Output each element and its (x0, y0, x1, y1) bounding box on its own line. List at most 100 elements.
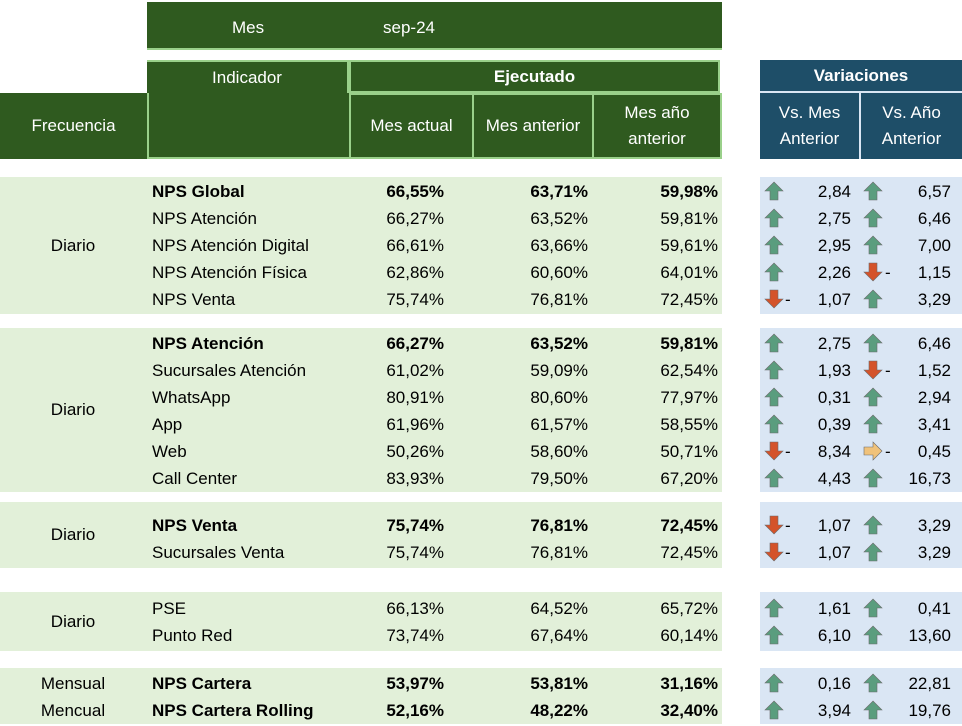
mes-ano-anterior-value: 59,61% (660, 236, 718, 255)
arrow-up-icon (862, 597, 884, 619)
mes-anterior-value: 59,09% (530, 361, 588, 380)
variation-group-background (760, 668, 962, 724)
mes-actual-value: 66,13% (386, 599, 444, 618)
group-background (0, 328, 722, 492)
arrow-up-icon (763, 261, 785, 283)
arrow-up-icon (862, 541, 884, 563)
mes-ano-anterior-value: 58,55% (660, 415, 718, 434)
arrow-up-icon (862, 514, 884, 536)
arrow-down-icon (763, 541, 785, 563)
vs-ano-anterior-value: 6,57 (917, 182, 951, 201)
vs-ano-anterior-value: 7,00 (917, 236, 951, 255)
arrow-up-icon (763, 386, 785, 408)
mes-ano-anterior-header: Mes año anterior (592, 93, 722, 159)
arrow-up-icon (862, 699, 884, 721)
vs-ano-anterior-value: 6,46 (917, 209, 951, 228)
vs-mes-anterior-value: 6,10 (817, 626, 851, 645)
arrow-up-icon (862, 624, 884, 646)
variation-group-background (760, 502, 962, 568)
mes-anterior-value: 79,50% (530, 469, 588, 488)
mes-actual-value: 61,96% (386, 415, 444, 434)
negative-sign: - (785, 290, 791, 309)
vs-mes-anterior-value: 2,84 (817, 182, 851, 201)
mes-ano-anterior-label: Mes año anterior (624, 103, 690, 148)
arrow-up-icon (862, 386, 884, 408)
group-background (0, 668, 722, 724)
mes-anterior-value: 63,52% (530, 334, 588, 353)
indicator-name: NPS Global (152, 182, 245, 201)
mes-anterior-value: 80,60% (530, 388, 588, 407)
mes-anterior-value: 60,60% (530, 263, 588, 282)
vs-mes-anterior-value: 1,07 (817, 516, 851, 535)
frequency-label: Mencual (40, 701, 106, 720)
negative-sign: - (885, 442, 891, 461)
indicator-name: NPS Venta (152, 290, 236, 309)
negative-sign: - (885, 361, 891, 380)
mes-anterior-value: 58,60% (530, 442, 588, 461)
mes-ano-anterior-value: 65,72% (660, 599, 718, 618)
arrow-right-icon (862, 440, 884, 462)
vs-ano-anterior-value: 3,29 (917, 290, 951, 309)
mes-actual-header: Mes actual (349, 93, 474, 159)
arrow-up-icon (763, 180, 785, 202)
arrow-up-icon (862, 467, 884, 489)
mes-anterior-value: 76,81% (530, 543, 588, 562)
indicator-name: WhatsApp (152, 388, 231, 407)
frecuencia-header: Frecuencia (0, 93, 147, 159)
arrow-down-icon (862, 261, 884, 283)
mes-actual-label: Mes actual (370, 116, 453, 135)
indicador-label: Indicador (212, 67, 282, 87)
mes-ano-anterior-value: 72,45% (660, 290, 718, 309)
vs-mes-anterior-value: 3,94 (817, 701, 851, 720)
mes-actual-value: 75,74% (386, 543, 444, 562)
variaciones-label: Variaciones (813, 65, 909, 85)
vs-ano-anterior-value: 0,45 (917, 442, 951, 461)
mes-actual-value: 83,93% (386, 469, 444, 488)
mes-actual-value: 75,74% (386, 516, 444, 535)
group-background (0, 502, 722, 568)
negative-sign: - (885, 263, 891, 282)
vs-ano-anterior-value: 1,52 (917, 361, 951, 380)
vs-ano-anterior-value: 19,76 (908, 701, 951, 720)
mes-actual-value: 66,55% (386, 182, 444, 201)
arrow-up-icon (862, 288, 884, 310)
vs-mes-anterior-value: 2,26 (817, 263, 851, 282)
variation-group-background (760, 177, 962, 314)
mes-actual-value: 50,26% (386, 442, 444, 461)
group-background (0, 592, 722, 651)
frequency-label: Mensual (40, 674, 106, 693)
arrow-down-icon (862, 359, 884, 381)
indicador-blank-header (147, 93, 349, 159)
vs-mes-anterior-value: 2,75 (817, 209, 851, 228)
arrow-up-icon (763, 359, 785, 381)
vs-mes-anterior-value: 0,39 (817, 415, 851, 434)
arrow-down-icon (763, 288, 785, 310)
mes-ano-anterior-value: 72,45% (660, 543, 718, 562)
arrow-up-icon (763, 672, 785, 694)
vs-mes-anterior-value: 0,16 (817, 674, 851, 693)
vs-ano-anterior-value: 0,41 (917, 599, 951, 618)
vs-mes-anterior-value: 8,34 (817, 442, 851, 461)
indicator-name: NPS Cartera Rolling (152, 701, 314, 720)
indicator-name: App (152, 415, 183, 434)
arrow-up-icon (763, 699, 785, 721)
vs-ano-anterior-value: 16,73 (908, 469, 951, 488)
group-background (0, 177, 722, 314)
arrow-up-icon (763, 332, 785, 354)
mes-actual-value: 53,97% (386, 674, 444, 693)
mes-anterior-value: 61,57% (530, 415, 588, 434)
mes-ano-anterior-value: 59,98% (660, 182, 718, 201)
mes-ano-anterior-value: 50,71% (660, 442, 718, 461)
mes-anterior-value: 76,81% (530, 290, 588, 309)
mes-ano-anterior-value: 59,81% (660, 209, 718, 228)
mes-anterior-value: 64,52% (530, 599, 588, 618)
indicator-name: NPS Atención (152, 334, 264, 353)
vs-ano-anterior-value: 3,29 (917, 516, 951, 535)
mes-actual-value: 66,27% (386, 209, 444, 228)
vs-ano-anterior-label: Vs. Año Anterior (881, 103, 942, 148)
arrow-down-icon (763, 440, 785, 462)
indicator-name: NPS Atención Física (152, 263, 307, 282)
vs-mes-anterior-value: 2,75 (817, 334, 851, 353)
indicador-header: Indicador (147, 60, 349, 93)
indicator-name: Punto Red (152, 626, 233, 645)
